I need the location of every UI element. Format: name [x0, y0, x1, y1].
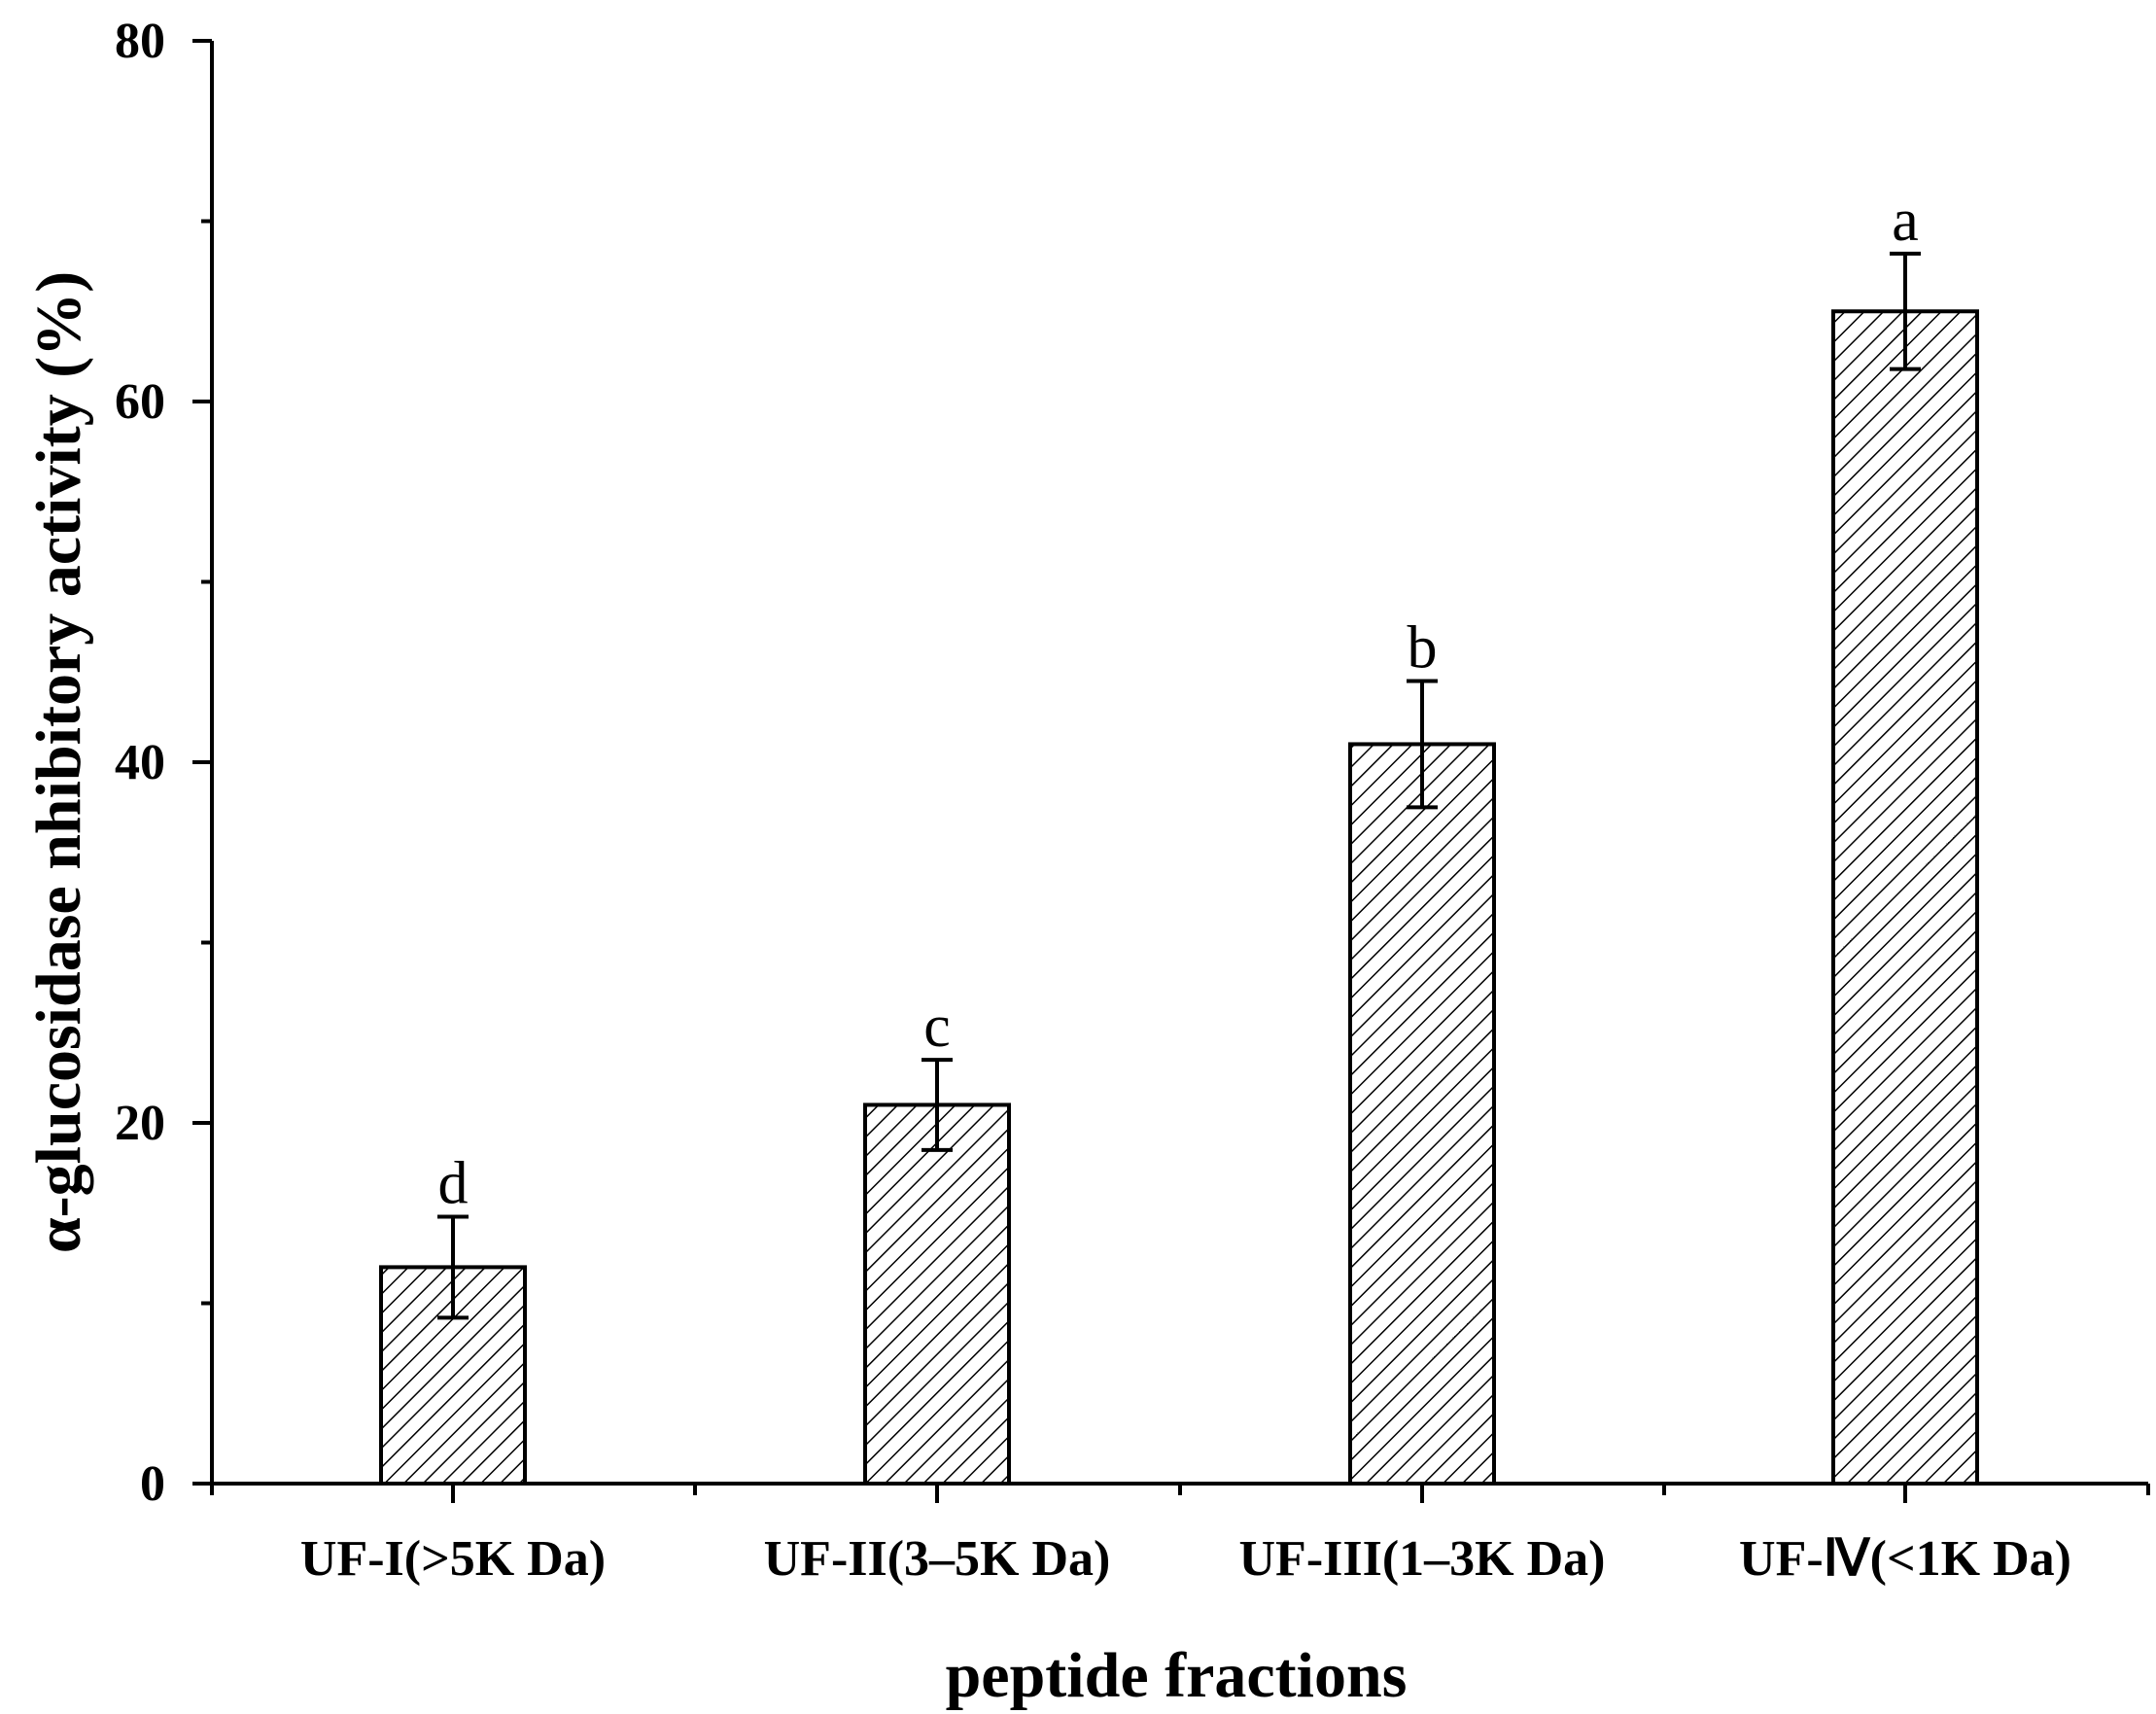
y-tick-label: 0 [140, 1456, 165, 1512]
significance-label: a [1892, 188, 1919, 254]
significance-label: c [923, 994, 951, 1060]
x-tick-label: UF-Ⅳ(<1K Da) [1739, 1531, 2071, 1587]
x-axis-title: peptide fractions [946, 1640, 1408, 1711]
x-tick-label: UF-III(1–3K Da) [1239, 1531, 1606, 1587]
error-bars-layer [437, 251, 1921, 1320]
y-tick-label: 60 [115, 374, 165, 430]
y-tick-label: 20 [115, 1096, 165, 1151]
bar [1831, 309, 1979, 1486]
x-ticks: UF-I(>5K Da) UF-II(3–5K Da) UF-III(1–3K Da… [210, 1484, 2150, 1587]
y-ticks: 0 20 40 60 80 [115, 14, 212, 1512]
bar [1348, 742, 1496, 1486]
x-tick-label: UF-I(>5K Da) [300, 1531, 606, 1587]
bar [863, 1102, 1011, 1486]
y-axis-title: α-glucosidase nhibitory activity (%) [23, 271, 94, 1253]
significance-label: b [1408, 615, 1438, 682]
significance-label: d [438, 1150, 469, 1216]
y-tick-label: 40 [115, 735, 165, 790]
bars-layer [379, 309, 1979, 1487]
x-tick-label: UF-II(3–5K Da) [764, 1531, 1111, 1587]
y-tick-label: 80 [115, 14, 165, 69]
significance-labels-layer: d c b a [438, 188, 1919, 1217]
